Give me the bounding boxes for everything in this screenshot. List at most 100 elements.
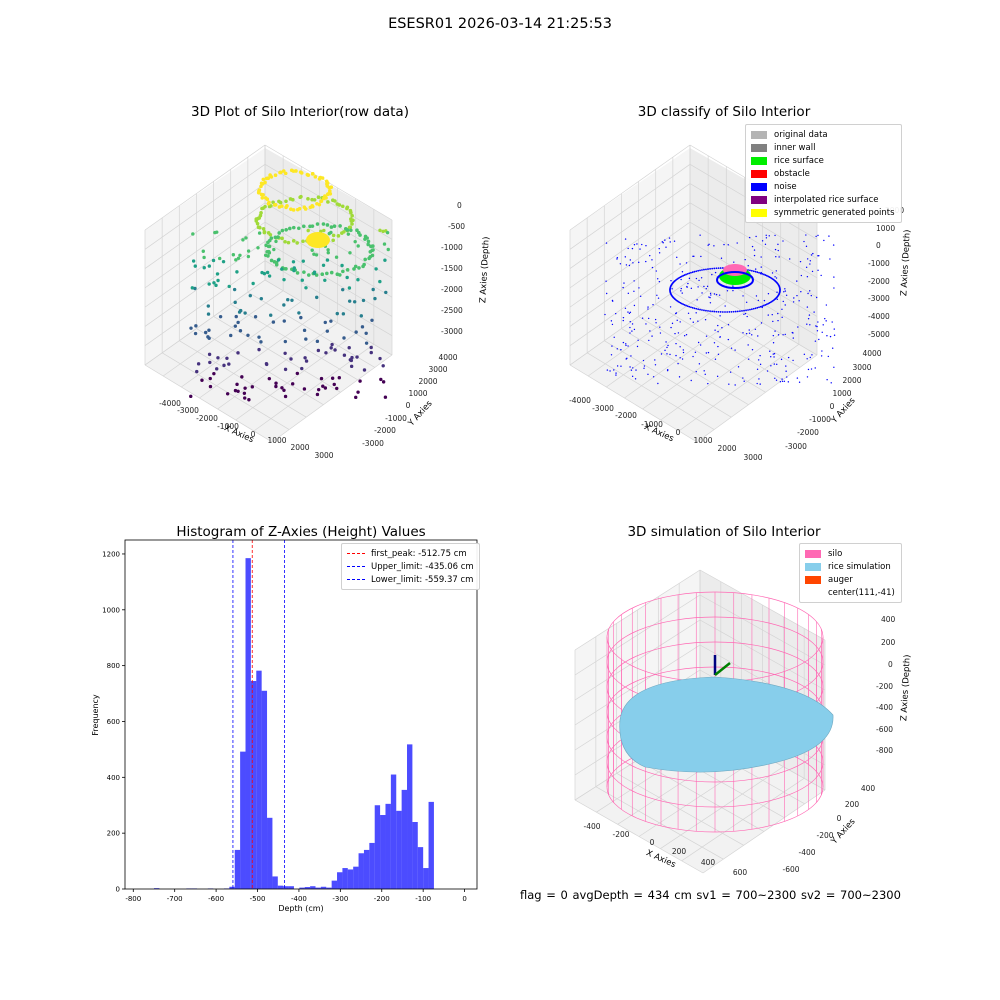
- raw-data-point: [358, 379, 362, 383]
- raw-data-point: [353, 239, 357, 244]
- classify-z-tick: -1000: [868, 259, 890, 268]
- noise-point: [665, 246, 667, 248]
- raw-data-point: [246, 254, 251, 259]
- noise-point: [826, 378, 828, 381]
- raw-data-point: [320, 176, 325, 180]
- noise-point: [615, 372, 617, 374]
- raw-data-point: [335, 386, 339, 391]
- noise-point: [705, 287, 707, 290]
- histogram-bar: [342, 868, 348, 889]
- noise-point: [622, 316, 625, 319]
- noise-point: [643, 365, 646, 367]
- noise-point: [664, 239, 666, 241]
- raw-data-point: [196, 362, 201, 366]
- histogram-bar: [245, 558, 251, 889]
- raw-data-point: [323, 278, 327, 282]
- noise-point: [695, 277, 698, 280]
- legend-label: Lower_limit: -559.37 cm: [371, 574, 474, 585]
- raw-z-label: Z Axies (Depth): [478, 236, 491, 303]
- simulation-y-tick: 400: [861, 784, 876, 793]
- noise-point: [803, 240, 805, 243]
- raw-data-point: [340, 263, 344, 268]
- histogram-bar: [234, 849, 241, 889]
- histogram-bar: [288, 886, 294, 889]
- noise-point: [807, 368, 810, 371]
- raw-data-point: [363, 257, 367, 262]
- raw-data-point: [207, 328, 211, 332]
- noise-point: [774, 248, 777, 251]
- noise-point: [779, 381, 782, 383]
- noise-point: [798, 300, 800, 302]
- x-tick-label: -500: [250, 895, 266, 903]
- noise-point: [786, 376, 788, 378]
- raw-data-point: [312, 252, 316, 256]
- noise-point: [707, 382, 709, 385]
- noise-point: [629, 311, 632, 314]
- noise-point: [675, 342, 677, 345]
- noise-point: [751, 348, 754, 351]
- noise-point: [627, 292, 630, 295]
- noise-point: [792, 301, 795, 303]
- noise-point: [627, 345, 629, 347]
- raw-x-tick: 0: [251, 430, 256, 439]
- noise-point: [616, 348, 618, 350]
- noise-point: [605, 280, 607, 282]
- noise-point: [743, 380, 745, 382]
- raw-data-point: [251, 281, 255, 286]
- raw-data-point: [297, 311, 301, 315]
- legend-swatch: [751, 182, 767, 191]
- raw-data-point: [241, 238, 245, 242]
- raw-data-point: [263, 204, 267, 209]
- raw-data-point: [350, 222, 354, 226]
- raw-data-point: [233, 388, 238, 393]
- noise-point: [717, 310, 720, 313]
- raw-data-point: [381, 229, 385, 234]
- noise-point: [683, 304, 686, 306]
- noise-point: [758, 306, 760, 309]
- raw-data-point: [260, 196, 265, 200]
- noise-point: [622, 341, 625, 344]
- noise-point: [609, 370, 611, 372]
- noise-point: [677, 362, 679, 365]
- noise-point: [709, 302, 712, 304]
- noise-ring: [716, 271, 754, 289]
- legend-line-swatch: [347, 553, 365, 554]
- noise-point: [783, 291, 785, 293]
- noise-point: [645, 245, 647, 247]
- raw-data-point: [189, 394, 193, 399]
- classify-z-tick: -5000: [868, 330, 890, 339]
- legend-swatch: [805, 549, 821, 558]
- noise-point: [671, 288, 673, 290]
- raw-data-point: [362, 368, 367, 372]
- noise-point: [809, 324, 811, 326]
- raw-data-point: [333, 199, 337, 203]
- noise-point: [745, 309, 747, 312]
- raw-data-point: [383, 395, 388, 399]
- x-tick-label: -100: [415, 895, 431, 903]
- classify-x-tick: 2000: [717, 444, 736, 453]
- legend-label: first_peak: -512.75 cm: [371, 548, 467, 559]
- raw-data-point: [263, 196, 268, 200]
- simulation-z-tick: -800: [876, 746, 893, 755]
- raw-data-point: [340, 231, 344, 235]
- classify-z-tick: 0: [876, 241, 881, 250]
- noise-point: [698, 363, 701, 365]
- noise-point: [679, 321, 681, 323]
- noise-point: [669, 306, 672, 308]
- noise-point: [727, 244, 729, 246]
- legend-line-swatch: [347, 579, 365, 580]
- noise-point: [701, 292, 703, 294]
- raw-data-point: [227, 362, 231, 366]
- noise-point: [800, 291, 802, 293]
- raw-data-point: [272, 260, 277, 264]
- noise-point: [681, 292, 683, 294]
- noise-point: [647, 306, 649, 308]
- noise-point: [718, 294, 721, 296]
- classify-y-tick: -3000: [785, 442, 807, 451]
- noise-point: [669, 241, 671, 243]
- noise-point: [758, 378, 760, 380]
- noise-point: [750, 269, 753, 272]
- raw-data-point: [206, 304, 211, 308]
- noise-point: [833, 276, 835, 278]
- legend-entry: Lower_limit: -559.37 cm: [347, 573, 474, 586]
